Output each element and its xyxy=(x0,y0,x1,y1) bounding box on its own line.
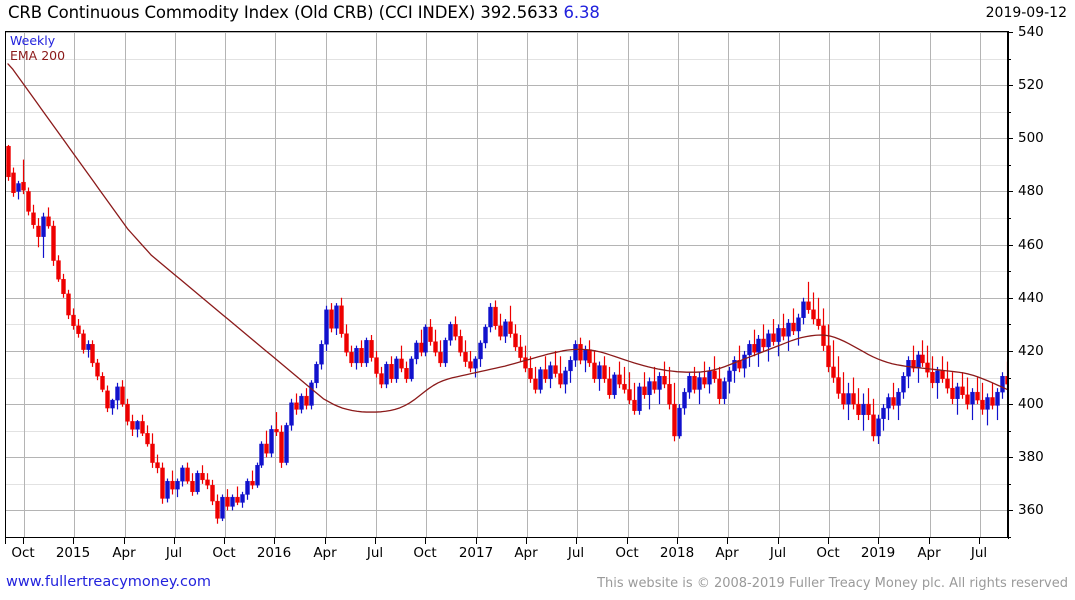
x-axis-tick xyxy=(274,538,275,544)
x-axis-tick xyxy=(224,538,225,544)
x-axis-label: Oct xyxy=(11,545,35,561)
x-axis-tick xyxy=(576,538,577,544)
x-axis-label: 2017 xyxy=(458,545,494,561)
y-axis-tick xyxy=(1008,271,1011,273)
x-axis-tick xyxy=(73,538,74,544)
y-axis-label: 500 xyxy=(1018,130,1044,147)
y-axis-line xyxy=(1008,31,1009,539)
candlestick-canvas xyxy=(6,32,1007,537)
x-axis-label: Jul xyxy=(366,545,384,561)
x-axis-tick xyxy=(124,538,125,544)
x-axis-tick xyxy=(677,538,678,544)
y-axis-label: 440 xyxy=(1018,289,1044,306)
x-axis-tick xyxy=(174,538,175,544)
y-axis-tick xyxy=(1008,457,1013,459)
x-axis-tick xyxy=(476,538,477,544)
x-axis-tick xyxy=(526,538,527,544)
y-axis-tick xyxy=(1008,537,1011,538)
x-axis-label: Apr xyxy=(313,545,337,561)
y-axis-tick xyxy=(1008,404,1013,406)
x-axis-tick xyxy=(23,538,24,544)
y-axis-label: 480 xyxy=(1018,183,1044,200)
x-axis-tick xyxy=(878,538,879,544)
y-axis-tick xyxy=(1008,244,1013,246)
x-axis-label: Jul xyxy=(165,545,183,561)
x-axis-label: Oct xyxy=(212,545,236,561)
y-axis-tick xyxy=(1008,218,1011,220)
x-axis-tick xyxy=(5,538,6,544)
y-axis-tick xyxy=(1008,510,1013,512)
x-axis-tick xyxy=(979,538,980,544)
x-axis: Oct 2015 Apr Jul Oct 2016 Apr Jul Oct 2017 Apr Jul O… xyxy=(5,538,1008,568)
copyright-notice: This website is © 2008-2019 Fuller Treac… xyxy=(597,576,1068,591)
y-axis-tick xyxy=(1008,377,1011,379)
x-axis-label: Jul xyxy=(769,545,787,561)
price-chart-plot[interactable]: Weekly EMA 200 xyxy=(5,31,1008,538)
y-axis: 360 380 400 420 440 460 480 500 520 540 xyxy=(1008,24,1075,540)
x-axis-label: Apr xyxy=(514,545,538,561)
y-axis-label: 400 xyxy=(1018,396,1044,413)
page-title: CRB Continuous Commodity Index (Old CRB)… xyxy=(8,3,600,22)
x-axis-tick xyxy=(375,538,376,544)
y-axis-tick xyxy=(1008,297,1013,299)
x-axis-label: Oct xyxy=(413,545,437,561)
x-axis-tick xyxy=(425,538,426,544)
x-axis-label: Apr xyxy=(715,545,739,561)
y-axis-tick xyxy=(1008,32,1013,33)
y-axis-label: 420 xyxy=(1018,342,1044,359)
y-axis-tick xyxy=(1008,58,1011,60)
y-axis-label: 360 xyxy=(1018,502,1044,519)
last-price: 392.5633 xyxy=(480,3,559,22)
y-axis-tick xyxy=(1008,111,1011,113)
y-axis-tick xyxy=(1008,164,1011,166)
y-axis-tick xyxy=(1008,430,1011,432)
site-url[interactable]: www.fullertreacymoney.com xyxy=(6,574,211,590)
x-axis-label: 2015 xyxy=(55,545,91,561)
x-axis-tick xyxy=(325,538,326,544)
y-axis-tick xyxy=(1008,191,1013,193)
x-axis-label: 2019 xyxy=(860,545,896,561)
price-change: 6.38 xyxy=(563,3,600,22)
y-axis-tick xyxy=(1008,138,1013,140)
x-axis-label: Jul xyxy=(970,545,988,561)
y-axis-tick xyxy=(1008,324,1011,326)
x-axis-label: 2016 xyxy=(256,545,292,561)
y-axis-label: 380 xyxy=(1018,449,1044,466)
y-axis-label: 520 xyxy=(1018,77,1044,94)
instrument-name: CRB Continuous Commodity Index (Old CRB)… xyxy=(8,3,476,22)
x-axis-label: Oct xyxy=(615,545,639,561)
x-axis-label: Jul xyxy=(567,545,585,561)
y-axis-label: 540 xyxy=(1018,24,1044,40)
x-axis-label: Oct xyxy=(816,545,840,561)
x-axis-tick xyxy=(828,538,829,544)
chart-header: CRB Continuous Commodity Index (Old CRB)… xyxy=(0,0,1075,28)
y-axis-label: 460 xyxy=(1018,236,1044,253)
x-axis-label: 2018 xyxy=(659,545,695,561)
x-axis-tick xyxy=(627,538,628,544)
x-axis-label: Apr xyxy=(112,545,136,561)
x-axis-tick xyxy=(778,538,779,544)
y-axis-tick xyxy=(1008,85,1013,87)
x-axis-tick xyxy=(929,538,930,544)
quote-date: 2019-09-12 xyxy=(985,5,1067,21)
y-axis-tick xyxy=(1008,350,1013,352)
x-axis-tick xyxy=(727,538,728,544)
y-axis-tick xyxy=(1008,483,1011,485)
x-axis-label: Apr xyxy=(917,545,941,561)
